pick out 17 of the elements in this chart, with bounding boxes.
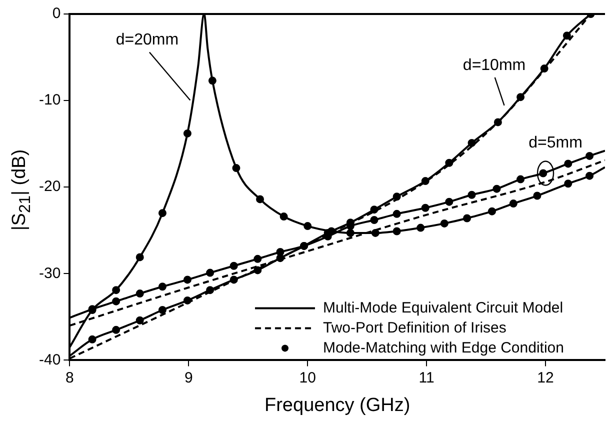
x-tick-label: 10 xyxy=(299,369,316,386)
x-tick-label: 12 xyxy=(537,369,554,386)
y-tick-label: -10 xyxy=(38,92,61,109)
legend-label: Multi-Mode Equivalent Circuit Model xyxy=(323,299,564,316)
annotation: d=10mm xyxy=(462,56,526,74)
x-tick-label: 9 xyxy=(184,369,193,386)
legend-label: Two-Port Definition of Irises xyxy=(323,319,506,336)
y-tick-label: 0 xyxy=(52,5,61,22)
x-tick-label: 8 xyxy=(66,369,74,386)
annotation: d=20mm xyxy=(116,32,179,49)
legend-label: Mode-Matching with Edge Condition xyxy=(323,339,564,356)
y-tick-label: -20 xyxy=(38,178,61,196)
y-tick-label: -30 xyxy=(38,264,61,282)
x-axis-title: Frequency (GHz) xyxy=(264,394,410,416)
x-tick-label: 11 xyxy=(418,369,434,386)
annotation: d=5mm xyxy=(528,134,582,152)
y-tick-label: -40 xyxy=(38,351,61,368)
